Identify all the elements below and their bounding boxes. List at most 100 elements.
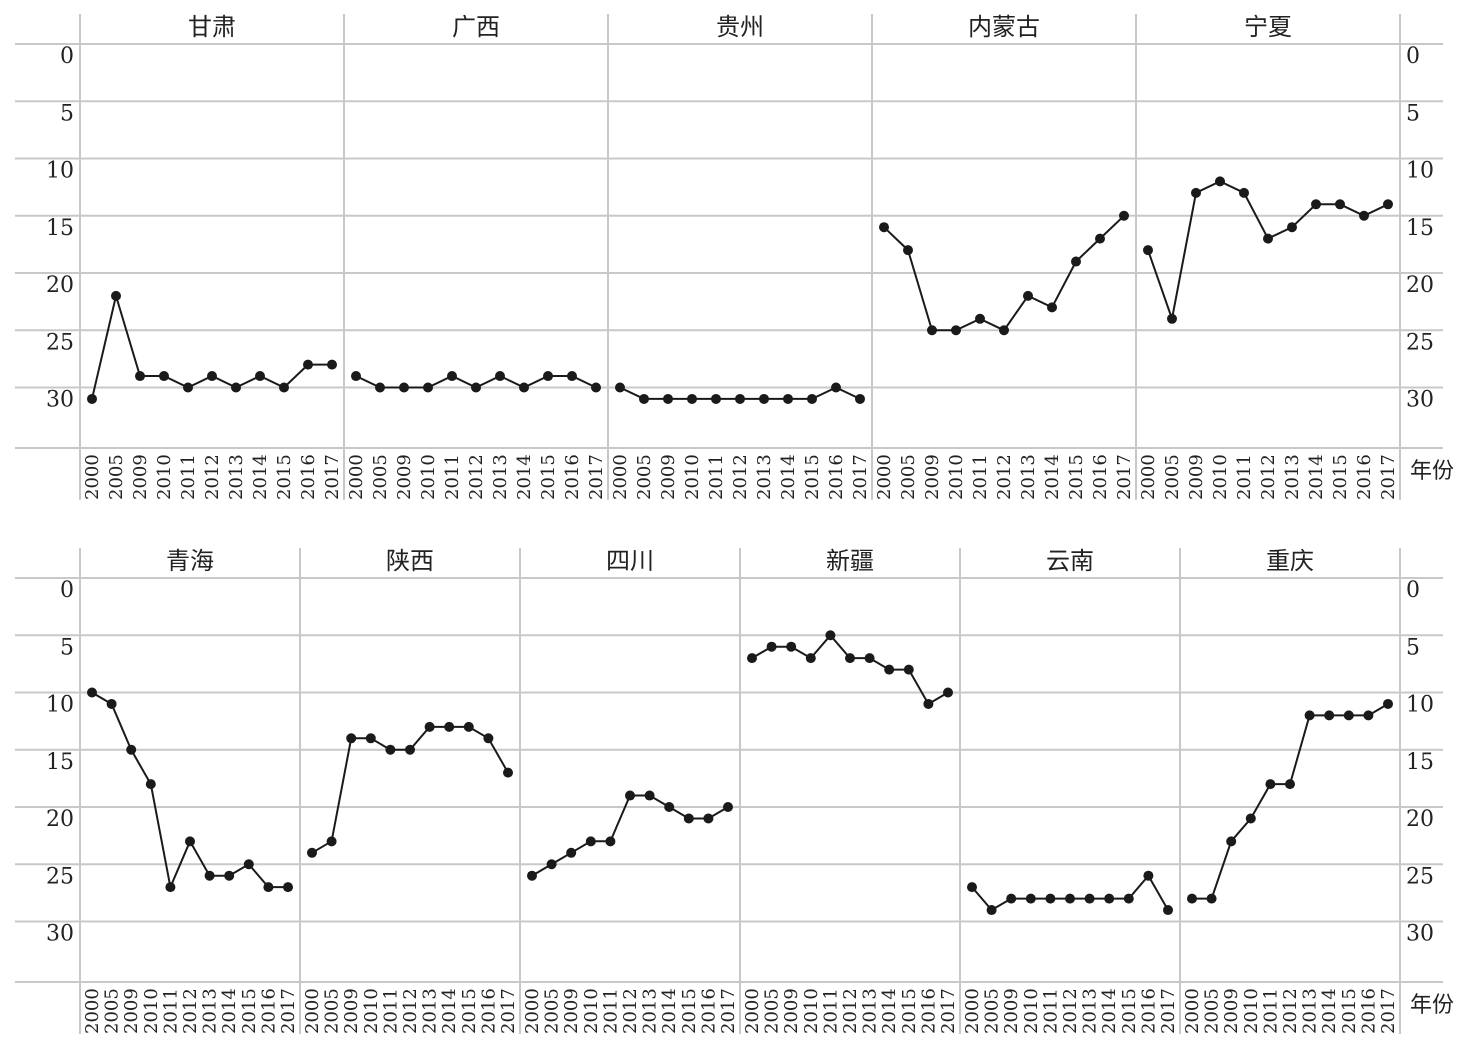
x-tick-label: 2012 [202,454,223,500]
x-tick-label: 2016 [1138,988,1159,1034]
data-point-重庆-2009 [1226,836,1237,847]
data-point-内蒙古-2005 [903,245,913,256]
x-tick-label: 2015 [274,454,295,500]
x-tick-label: 2012 [994,454,1015,500]
x-tick-label: 2011 [970,454,991,500]
x-tick-label: 2016 [298,454,319,500]
x-tick-label: 2010 [1210,454,1231,500]
x-tick-label: 2009 [1001,988,1022,1034]
x-tick-label: 2015 [899,988,920,1034]
data-point-四川-2015 [683,813,694,824]
x-tick-label: 2017 [1378,454,1399,500]
panel-title-1-2: 广西 [452,13,500,41]
x-tick-label: 2017 [938,988,959,1034]
data-point-云南-2017 [1163,905,1173,916]
x-tick-label: 2010 [418,454,439,500]
panel-title-1-5: 宁夏 [1244,13,1292,41]
x-tick-label: 2013 [1300,988,1321,1034]
data-point-青海-2012 [185,836,195,847]
x-tick-label: 2015 [679,988,700,1034]
data-point-重庆-2013 [1304,710,1315,721]
x-tick-label: 2012 [1280,988,1301,1034]
data-point-四川-2011 [605,836,616,847]
data-point-内蒙古-2000 [879,222,889,233]
data-point-贵州-2010 [687,393,697,404]
x-tick-label: 2011 [1040,988,1061,1034]
data-point-云南-2015 [1123,893,1134,904]
y-tick-label-right: 25 [1406,330,1434,355]
x-tick-label: 2011 [1260,988,1281,1034]
data-point-广西-2005 [375,382,385,393]
data-point-宁夏-2009 [1191,187,1201,198]
data-point-广西-2010 [423,382,433,393]
data-point-四川-2000 [527,870,537,881]
x-tick-label: 2012 [1060,988,1081,1034]
data-point-贵州-2013 [759,393,769,404]
data-point-贵州-2012 [735,393,745,404]
x-tick-label: 2011 [706,454,727,500]
x-tick-label: 2017 [718,988,739,1034]
data-point-宁夏-2013 [1287,222,1297,233]
x-tick-label: 2014 [439,988,460,1034]
data-point-贵州-2011 [711,393,721,404]
x-tick-label: 2009 [121,988,142,1034]
x-tick-label: 2010 [141,988,162,1034]
panel-title-2-1: 青海 [166,547,214,575]
x-tick-label: 2012 [180,988,201,1034]
data-point-甘肃-2014 [255,371,265,382]
x-tick-label: 2013 [1282,454,1303,500]
data-point-重庆-2014 [1324,710,1335,721]
x-tick-label: 2016 [1358,988,1379,1034]
data-point-新疆-2013 [864,653,875,664]
x-tick-label: 2017 [850,454,871,500]
x-tick-label: 2016 [826,454,847,500]
y-tick-label-right: 5 [1406,635,1420,660]
data-point-宁夏-2010 [1215,176,1225,187]
x-tick-label: 2009 [1221,988,1242,1034]
data-point-贵州-2015 [807,393,817,404]
x-tick-label: 2010 [1241,988,1262,1034]
x-tick-label: 2013 [1080,988,1101,1034]
x-tick-label: 2016 [258,988,279,1034]
x-tick-label: 2013 [226,454,247,500]
series-line-云南 [971,873,1169,912]
x-tick-label: 2014 [219,988,240,1034]
series-line-重庆 [1192,703,1389,900]
x-tick-label: 2014 [250,454,271,500]
x-tick-label: 2005 [762,988,783,1034]
x-tick-label: 2010 [581,988,602,1034]
data-point-青海-2017 [283,882,293,893]
data-point-陕西-2011 [385,744,396,755]
data-point-青海-2000 [87,687,97,698]
data-point-广西-2000 [351,371,361,382]
x-tick-label: 2010 [946,454,967,500]
x-tick-label: 2011 [160,988,181,1034]
data-point-青海-2013 [204,870,215,881]
x-tick-label: 2014 [1306,454,1327,500]
data-point-内蒙古-2013 [1023,290,1033,301]
data-point-宁夏-2016 [1359,210,1369,221]
x-tick-label: 2005 [370,454,391,500]
x-tick-label: 2005 [542,988,563,1034]
series-line-宁夏 [1147,180,1389,323]
x-tick-label: 2015 [1119,988,1140,1034]
x-tick-label: 2017 [278,988,299,1034]
panel-title-2-5: 云南 [1046,547,1094,575]
data-point-新疆-2012 [845,653,855,664]
data-point-甘肃-2010 [159,371,169,382]
data-point-新疆-2015 [903,664,914,675]
x-tick-label: 2010 [361,988,382,1034]
y-tick-label-right: 10 [1406,693,1434,718]
data-point-云南-2009 [1006,893,1017,904]
data-point-陕西-2015 [463,721,474,732]
data-point-云南-2010 [1025,893,1036,904]
data-point-新疆-2016 [923,698,934,709]
data-point-甘肃-2013 [231,382,241,393]
panel-title-1-4: 内蒙古 [968,13,1040,41]
data-point-四川-2017 [723,802,733,812]
data-point-重庆-2005 [1206,893,1217,904]
data-point-广西-2016 [567,371,577,382]
data-point-甘肃-2012 [207,371,217,382]
data-point-贵州-2000 [615,382,625,393]
x-tick-label: 2005 [982,988,1003,1034]
